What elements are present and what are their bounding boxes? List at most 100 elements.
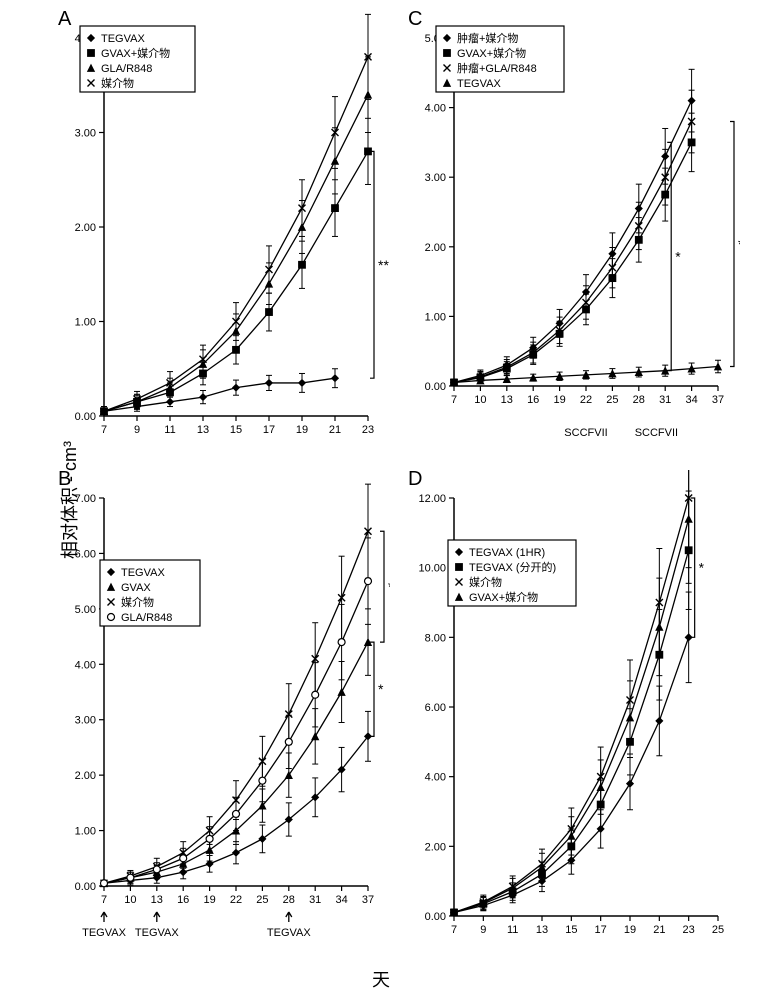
svg-text:7: 7 bbox=[101, 894, 107, 906]
svg-text:9: 9 bbox=[134, 424, 140, 436]
svg-text:31: 31 bbox=[659, 394, 671, 406]
svg-text:6.00: 6.00 bbox=[75, 548, 96, 560]
svg-text:25: 25 bbox=[606, 394, 618, 406]
svg-text:34: 34 bbox=[335, 894, 347, 906]
svg-text:31: 31 bbox=[309, 894, 321, 906]
svg-text:3.00: 3.00 bbox=[75, 128, 96, 140]
svg-text:11: 11 bbox=[507, 924, 518, 936]
svg-text:GVAX+媒介物: GVAX+媒介物 bbox=[457, 46, 526, 60]
x-axis-label: 天 bbox=[372, 966, 390, 992]
svg-text:2.00: 2.00 bbox=[75, 222, 96, 234]
svg-text:6.00: 6.00 bbox=[425, 702, 446, 714]
svg-text:19: 19 bbox=[296, 424, 308, 436]
svg-text:37: 37 bbox=[712, 394, 724, 406]
panel-D: D 0.00 2.00 4.00 6.00 8.00 10.00 12.00 7 9 11 13 15 1… bbox=[410, 470, 740, 950]
svg-text:TEGVAX: TEGVAX bbox=[135, 927, 179, 939]
svg-text:25: 25 bbox=[256, 894, 268, 906]
svg-text:13: 13 bbox=[197, 424, 209, 436]
svg-text:19: 19 bbox=[553, 394, 565, 406]
svg-text:1.00: 1.00 bbox=[75, 317, 96, 329]
svg-text:19: 19 bbox=[624, 924, 636, 936]
svg-text:7: 7 bbox=[451, 394, 457, 406]
svg-text:2.00: 2.00 bbox=[425, 841, 446, 853]
svg-text:4.00: 4.00 bbox=[425, 772, 446, 784]
svg-text:17: 17 bbox=[263, 424, 275, 436]
svg-text:**: ** bbox=[378, 257, 389, 273]
svg-text:TEGVAX: TEGVAX bbox=[457, 78, 501, 90]
svg-text:1.00: 1.00 bbox=[75, 826, 96, 838]
svg-text:7: 7 bbox=[101, 424, 107, 436]
panel-label-D: D bbox=[408, 468, 422, 491]
svg-text:0.00: 0.00 bbox=[425, 381, 446, 393]
svg-text:3.00: 3.00 bbox=[425, 172, 446, 184]
svg-text:*: * bbox=[378, 681, 384, 697]
svg-text:1.00: 1.00 bbox=[425, 311, 446, 323]
svg-text:SCCFVII: SCCFVII bbox=[564, 427, 607, 439]
svg-text:4.00: 4.00 bbox=[425, 103, 446, 115]
svg-text:21: 21 bbox=[653, 924, 665, 936]
svg-text:**: ** bbox=[738, 236, 740, 252]
svg-text:21: 21 bbox=[329, 424, 341, 436]
svg-text:25: 25 bbox=[712, 924, 724, 936]
svg-text:13: 13 bbox=[501, 394, 513, 406]
svg-text:17: 17 bbox=[595, 924, 607, 936]
panel-A: A0.001.002.003.004.007911131517192123TEG… bbox=[60, 10, 390, 450]
panel-label-C: C bbox=[408, 8, 422, 31]
svg-text:13: 13 bbox=[151, 894, 163, 906]
svg-text:22: 22 bbox=[230, 894, 242, 906]
panel-B: B 0.00 1.00 2.00 3.00 4.00 5.00 6.00 7.00 7 10 13 16… bbox=[60, 470, 390, 950]
svg-text:4.00: 4.00 bbox=[75, 659, 96, 671]
svg-text:16: 16 bbox=[177, 894, 189, 906]
svg-text:媒介物: 媒介物 bbox=[101, 76, 134, 90]
svg-text:TEGVAX: TEGVAX bbox=[101, 33, 145, 45]
svg-text:TEGVAX: TEGVAX bbox=[267, 927, 311, 939]
svg-text:肿瘤+GLA/R848: 肿瘤+GLA/R848 bbox=[457, 61, 537, 75]
panel-label-B: B bbox=[58, 468, 71, 491]
panel-grid: A 0.00 1.00 2.00 3.00 4.00 7 9 11 13 15 17 19 21 23 TEG… bbox=[60, 10, 740, 950]
svg-text:12.00: 12.00 bbox=[418, 493, 446, 505]
svg-text:SCCFVII: SCCFVII bbox=[635, 427, 678, 439]
svg-text:0.00: 0.00 bbox=[425, 911, 446, 923]
svg-text:10.00: 10.00 bbox=[418, 563, 446, 575]
svg-text:0.00: 0.00 bbox=[75, 411, 96, 423]
svg-text:GLA/R848: GLA/R848 bbox=[121, 612, 172, 624]
svg-text:10: 10 bbox=[474, 394, 486, 406]
svg-text:19: 19 bbox=[203, 894, 215, 906]
panel-label-A: A bbox=[58, 8, 71, 31]
svg-text:媒介物: 媒介物 bbox=[121, 595, 154, 609]
svg-text:9: 9 bbox=[480, 924, 486, 936]
svg-text:7.00: 7.00 bbox=[75, 493, 96, 505]
svg-text:媒介物: 媒介物 bbox=[469, 575, 502, 589]
svg-text:GLA/R848: GLA/R848 bbox=[101, 63, 152, 75]
svg-text:TEGVAX: TEGVAX bbox=[82, 927, 126, 939]
svg-text:**: ** bbox=[388, 579, 390, 595]
svg-text:5.00: 5.00 bbox=[75, 604, 96, 616]
svg-text:23: 23 bbox=[362, 424, 374, 436]
svg-text:*: * bbox=[675, 249, 681, 265]
svg-text:7: 7 bbox=[451, 924, 457, 936]
svg-text:2.00: 2.00 bbox=[75, 770, 96, 782]
svg-text:28: 28 bbox=[633, 394, 645, 406]
svg-text:TEGVAX (1HR): TEGVAX (1HR) bbox=[469, 547, 545, 559]
svg-text:GVAX: GVAX bbox=[121, 582, 151, 594]
svg-text:13: 13 bbox=[536, 924, 548, 936]
svg-text:15: 15 bbox=[565, 924, 577, 936]
panel-C: C0.001.002.003.004.005.00710131619222528… bbox=[410, 10, 740, 450]
svg-text:GVAX+媒介物: GVAX+媒介物 bbox=[469, 590, 538, 604]
svg-text:TEGVAX (分开的): TEGVAX (分开的) bbox=[469, 560, 556, 574]
svg-text:8.00: 8.00 bbox=[425, 632, 446, 644]
svg-text:2.00: 2.00 bbox=[425, 242, 446, 254]
svg-text:37: 37 bbox=[362, 894, 374, 906]
svg-text:TEGVAX: TEGVAX bbox=[121, 567, 165, 579]
svg-text:10: 10 bbox=[124, 894, 136, 906]
svg-text:15: 15 bbox=[230, 424, 242, 436]
svg-text:0.00: 0.00 bbox=[75, 881, 96, 893]
svg-text:23: 23 bbox=[683, 924, 695, 936]
svg-text:22: 22 bbox=[580, 394, 592, 406]
svg-text:3.00: 3.00 bbox=[75, 715, 96, 727]
svg-text:11: 11 bbox=[164, 424, 175, 436]
svg-text:28: 28 bbox=[283, 894, 295, 906]
svg-text:*: * bbox=[699, 560, 705, 576]
svg-text:34: 34 bbox=[685, 394, 697, 406]
svg-text:肿瘤+媒介物: 肿瘤+媒介物 bbox=[457, 31, 518, 45]
